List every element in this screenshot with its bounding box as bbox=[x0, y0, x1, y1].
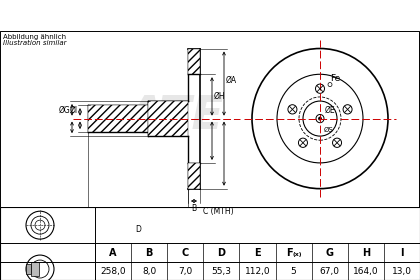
Text: ATE: ATE bbox=[127, 94, 223, 139]
Text: 24.0108-0111.1: 24.0108-0111.1 bbox=[84, 8, 218, 22]
Text: 164,0: 164,0 bbox=[353, 267, 379, 276]
Text: 258,0: 258,0 bbox=[100, 267, 126, 276]
Text: Abbildung ähnlich: Abbildung ähnlich bbox=[3, 34, 66, 40]
Polygon shape bbox=[88, 105, 148, 132]
Text: 55,3: 55,3 bbox=[211, 267, 231, 276]
Text: C (MTH): C (MTH) bbox=[203, 207, 234, 216]
Polygon shape bbox=[188, 163, 200, 189]
Text: B: B bbox=[192, 204, 197, 213]
Text: E: E bbox=[254, 248, 261, 258]
Text: ØS: ØS bbox=[324, 127, 334, 133]
Text: (x): (x) bbox=[293, 252, 302, 257]
Text: 8,0: 8,0 bbox=[142, 267, 156, 276]
Text: G: G bbox=[326, 248, 334, 258]
Text: ØE: ØE bbox=[325, 106, 336, 115]
Text: A: A bbox=[109, 248, 117, 258]
Text: 13,0: 13,0 bbox=[392, 267, 412, 276]
Text: 7,0: 7,0 bbox=[178, 267, 192, 276]
Text: I: I bbox=[400, 248, 404, 258]
Text: ØG: ØG bbox=[58, 105, 70, 114]
Text: ØI: ØI bbox=[70, 105, 78, 114]
Text: F: F bbox=[286, 248, 293, 258]
Text: H: H bbox=[362, 248, 370, 258]
Circle shape bbox=[319, 117, 321, 120]
Text: C: C bbox=[182, 248, 189, 258]
Text: 5: 5 bbox=[291, 267, 297, 276]
Text: D: D bbox=[218, 248, 226, 258]
Text: B: B bbox=[145, 248, 153, 258]
Polygon shape bbox=[148, 101, 188, 136]
Polygon shape bbox=[148, 101, 188, 105]
Text: ØA: ØA bbox=[226, 76, 237, 85]
Polygon shape bbox=[188, 48, 200, 74]
Text: Illustration similar: Illustration similar bbox=[3, 40, 66, 46]
Text: 408111: 408111 bbox=[279, 8, 342, 22]
Text: ØH: ØH bbox=[214, 92, 226, 101]
Text: 112,0: 112,0 bbox=[245, 267, 270, 276]
Bar bbox=[26, 264, 31, 274]
Text: 67,0: 67,0 bbox=[320, 267, 340, 276]
Bar bbox=[31, 262, 39, 276]
Text: Fe: Fe bbox=[330, 74, 340, 83]
Text: D: D bbox=[135, 225, 141, 234]
